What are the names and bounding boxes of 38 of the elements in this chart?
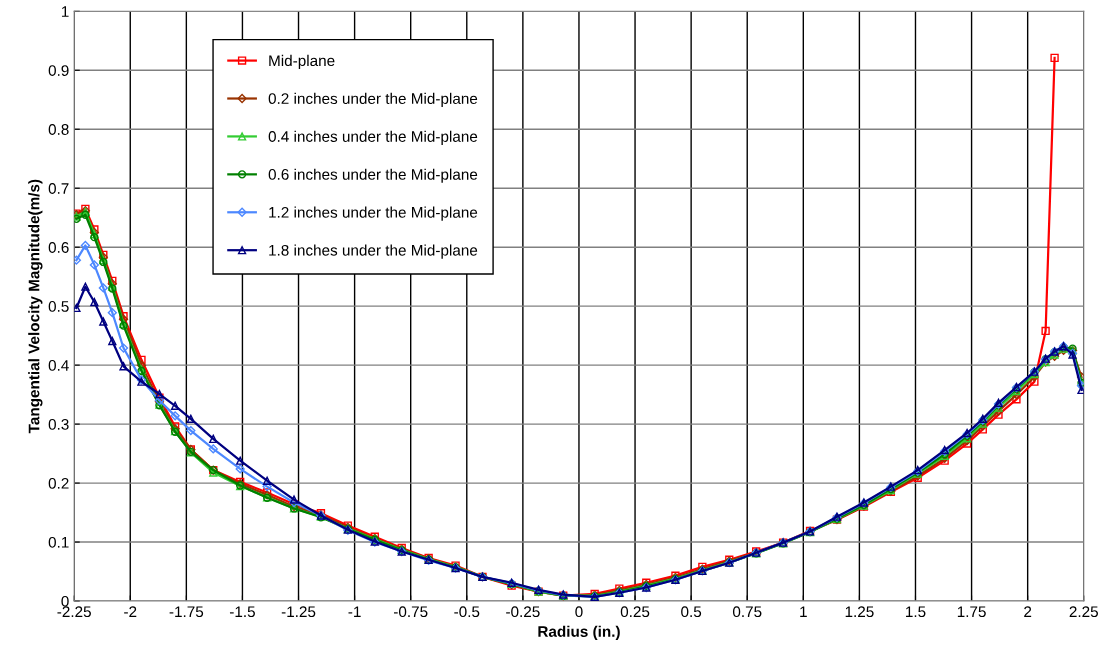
legend-label: 0.2 inches under the Mid-plane [268, 92, 478, 108]
x-tick-label: -1.75 [169, 606, 204, 618]
x-tick-label: 0 [575, 606, 583, 618]
x-tick-label: -2.25 [57, 606, 91, 618]
x-axis-title: Radius (in.) [538, 625, 620, 640]
x-tick-label: 2 [1024, 606, 1032, 617]
y-tick-label: 1 [61, 6, 69, 17]
x-tick-label: -0.25 [506, 606, 540, 618]
y-tick-label: 0.8 [48, 124, 69, 135]
x-tick-label: 1.5 [906, 606, 926, 618]
y-tick-label: 0.6 [48, 242, 69, 253]
y-axis-title: Tangential Velocity Magnitude(m/s) [28, 179, 43, 434]
x-tick-label: 1.25 [845, 606, 874, 618]
x-tick-label: -0.75 [393, 606, 428, 618]
y-tick-label: 0.1 [48, 536, 69, 548]
x-tick-label: -1.5 [229, 606, 255, 618]
x-tick-label: 1 [800, 606, 807, 617]
legend-label: Mid-plane [269, 54, 335, 70]
y-tick-label: 0.5 [48, 301, 69, 312]
x-tick-label: 2.25 [1069, 606, 1098, 618]
y-tick-label: 0.9 [48, 65, 69, 76]
x-tick-label: -2 [124, 606, 137, 617]
legend-label: 1.8 inches under the Mid-plane [269, 244, 478, 259]
legend-label: 0.4 inches under the Mid-plane [268, 130, 478, 145]
legend-label: 1.2 inches under the Mid-plane [269, 206, 478, 221]
y-tick-label: 0 [61, 595, 69, 607]
x-tick-label: 0.25 [620, 606, 650, 618]
y-tick-label: 0.4 [48, 360, 69, 371]
legend-label: 0.6 inches under the Mid-plane [268, 168, 478, 183]
x-tick-label: -0.5 [454, 606, 480, 618]
x-tick-label: -1 [348, 606, 361, 617]
x-tick-label: -1.25 [281, 606, 316, 618]
y-tick-label: 0.7 [48, 183, 69, 194]
x-tick-label: 0.5 [681, 606, 702, 618]
y-tick-label: 0.2 [48, 477, 69, 489]
y-tick-label: 0.3 [48, 418, 69, 430]
x-tick-label: 0.75 [732, 606, 762, 618]
x-tick-label: 1.75 [957, 606, 986, 618]
